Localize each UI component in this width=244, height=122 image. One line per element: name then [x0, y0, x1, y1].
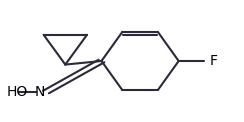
Text: HO: HO [6, 85, 28, 99]
Text: N: N [35, 85, 45, 99]
Text: F: F [210, 54, 218, 68]
